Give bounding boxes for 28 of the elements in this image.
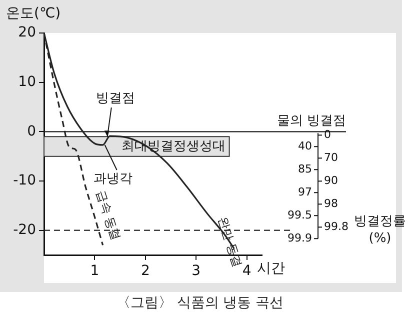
x-tick-label: 4 xyxy=(242,263,252,280)
y-tick-label: 10 xyxy=(18,74,36,90)
y-tick-label: 0 xyxy=(27,123,36,140)
y-tick-label: -10 xyxy=(13,172,36,189)
y-tick-label: 20 xyxy=(18,24,36,41)
annotation: 과냉각 xyxy=(93,171,132,186)
ref-line-label: 물의 빙결점 xyxy=(276,114,346,129)
text: 85 xyxy=(298,162,312,176)
y-tick-label: -20 xyxy=(13,222,36,238)
text: 98 xyxy=(324,196,338,210)
text: 99.5 xyxy=(288,208,312,222)
x-tick-label: 2 xyxy=(140,263,150,280)
text: 97 xyxy=(298,185,312,198)
y-axis-title: 온도(℃) xyxy=(6,6,61,22)
x-tick-label: 1 xyxy=(90,263,100,280)
text: 90 xyxy=(324,174,338,187)
text: 70 xyxy=(324,150,338,164)
text: 완만 동결 xyxy=(215,215,245,269)
text: 99.9 xyxy=(288,231,312,244)
x-tick-label: 3 xyxy=(192,263,201,280)
text: 〈그림〉 식품의 냉동 곡선 xyxy=(115,294,285,312)
text: 0 xyxy=(324,128,331,141)
text: 빙결정률 (%) xyxy=(354,214,406,246)
text: 99.8 xyxy=(324,220,348,233)
annotation: 빙결점 xyxy=(96,90,135,106)
text: 급속 동결 xyxy=(94,188,124,242)
text: 40 xyxy=(298,139,312,152)
x-axis-title: 시간 xyxy=(256,260,285,277)
